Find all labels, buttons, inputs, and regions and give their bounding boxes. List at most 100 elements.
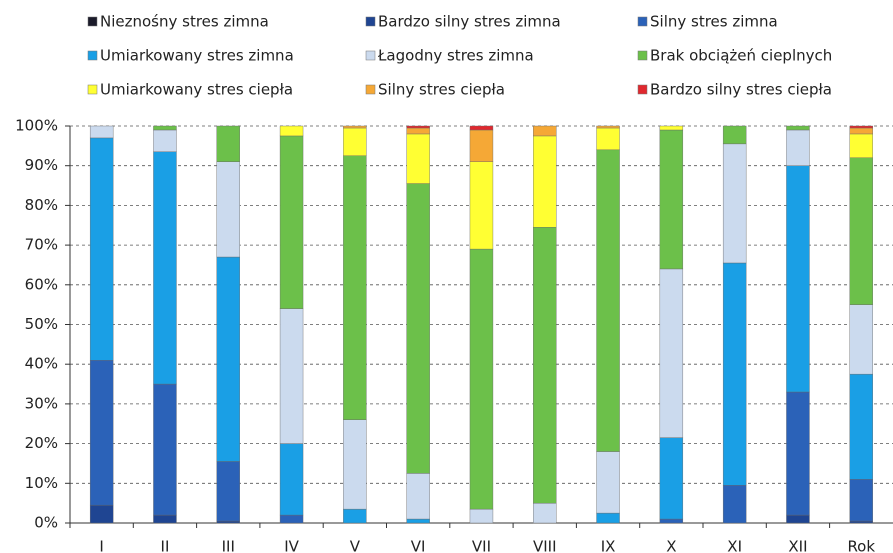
bar-segment xyxy=(279,125,304,137)
x-tick-label: IV xyxy=(284,538,299,553)
bar-segment xyxy=(596,127,620,151)
bar-segment xyxy=(469,161,494,250)
y-tick-label: 10% xyxy=(25,474,58,492)
legend-label: Umiarkowany stres ciepła xyxy=(100,81,293,99)
bar-segment xyxy=(89,137,114,361)
legend-label: Bardzo silny stres zimna xyxy=(378,13,561,31)
bar-segment xyxy=(786,514,810,524)
bar-segment xyxy=(722,143,747,264)
bar-segment xyxy=(153,129,177,153)
bar-segment xyxy=(849,520,873,524)
bar-segment xyxy=(849,479,873,522)
legend-label: Bardzo silny stres ciepła xyxy=(650,81,832,99)
legend-label: Umiarkowany stres zimna xyxy=(100,47,294,65)
legend-swatch xyxy=(365,50,376,61)
bar-segment xyxy=(596,149,620,452)
bar-segment xyxy=(406,125,430,129)
bar-segment xyxy=(406,127,430,135)
y-tick-label: 70% xyxy=(25,236,58,254)
bar-segment xyxy=(89,360,114,506)
y-tick-label: 80% xyxy=(25,196,58,214)
x-tick-label: XI xyxy=(727,538,742,553)
y-tick-label: 60% xyxy=(25,275,58,293)
bar-segment xyxy=(216,161,240,258)
bar-segment xyxy=(849,157,873,305)
x-tick-label: X xyxy=(666,538,676,553)
bar-segment xyxy=(469,129,494,162)
legend-swatch xyxy=(637,16,648,27)
x-tick-label: II xyxy=(161,538,170,553)
y-tick-label: 20% xyxy=(25,434,58,452)
bar-segment xyxy=(89,504,114,524)
bar-segment xyxy=(406,183,430,474)
y-tick-label: 50% xyxy=(25,315,58,333)
bar-segment xyxy=(153,125,177,131)
y-tick-label: 90% xyxy=(25,156,58,174)
bar-segment xyxy=(216,520,240,524)
legend-label: Nieznośny stres zimna xyxy=(100,13,269,31)
bar-segment xyxy=(659,518,684,524)
x-tick-label: VIII xyxy=(533,538,557,553)
y-tick-label: 30% xyxy=(25,394,58,412)
bar-segment xyxy=(849,304,873,375)
x-tick-label: V xyxy=(350,538,361,553)
bar-segment xyxy=(343,419,367,510)
bar-segment xyxy=(279,308,304,444)
bar-segment xyxy=(722,125,747,145)
x-tick-label: VI xyxy=(411,538,426,553)
bar-segment xyxy=(216,125,240,162)
bar-segment xyxy=(279,443,304,516)
legend-swatch xyxy=(365,16,376,27)
bar-segment xyxy=(786,391,810,516)
bar-segment xyxy=(406,473,430,520)
legend-swatch xyxy=(87,84,98,95)
bar-segment xyxy=(153,383,177,516)
legend-label: Silny stres zimna xyxy=(650,13,778,31)
legend-swatch xyxy=(87,16,98,27)
bar-segment xyxy=(343,127,367,156)
bar-segment xyxy=(596,512,620,524)
bar-segment xyxy=(343,125,367,129)
x-tick-label: Rok xyxy=(847,538,875,553)
bar-segment xyxy=(533,135,557,228)
y-tick-label: 40% xyxy=(25,355,58,373)
x-tick-label: III xyxy=(222,538,235,553)
bar-segment xyxy=(786,125,810,131)
bar-segment xyxy=(849,133,873,158)
legend-swatch xyxy=(637,84,648,95)
legend-swatch xyxy=(365,84,376,95)
bar-segment xyxy=(722,485,747,524)
y-tick-label: 100% xyxy=(15,117,58,135)
bar-segment xyxy=(469,508,494,524)
legend-swatch xyxy=(87,50,98,61)
bar-segment xyxy=(786,165,810,393)
bar-segment xyxy=(533,502,557,524)
bar-segment xyxy=(89,125,114,139)
bar-segment xyxy=(533,125,557,137)
bar-segment xyxy=(659,125,684,131)
bar-segment xyxy=(659,129,684,270)
legend-label: Silny stres ciepła xyxy=(378,81,505,99)
bar-segment xyxy=(849,373,873,480)
y-tick-label: 0% xyxy=(34,514,58,532)
bar-segment xyxy=(533,227,557,504)
bar-segment xyxy=(279,514,304,524)
x-tick-label: XII xyxy=(788,538,807,553)
bar-segment xyxy=(216,461,240,522)
bar-segment xyxy=(406,518,430,524)
bar-segment xyxy=(469,248,494,510)
x-tick-label: IX xyxy=(601,538,616,553)
bar-segment xyxy=(849,125,873,129)
bar-segment xyxy=(216,256,240,462)
bar-segment xyxy=(596,125,620,129)
bar-segment xyxy=(153,514,177,524)
bar-segment xyxy=(596,451,620,514)
bar-segment xyxy=(659,268,684,438)
bar-segment xyxy=(279,135,304,309)
bar-segment xyxy=(849,127,873,135)
legend-label: Brak obciążeń cieplnych xyxy=(650,47,832,65)
bar-segment xyxy=(406,133,430,184)
bar-segment xyxy=(343,508,367,524)
legend-swatch xyxy=(637,50,648,61)
